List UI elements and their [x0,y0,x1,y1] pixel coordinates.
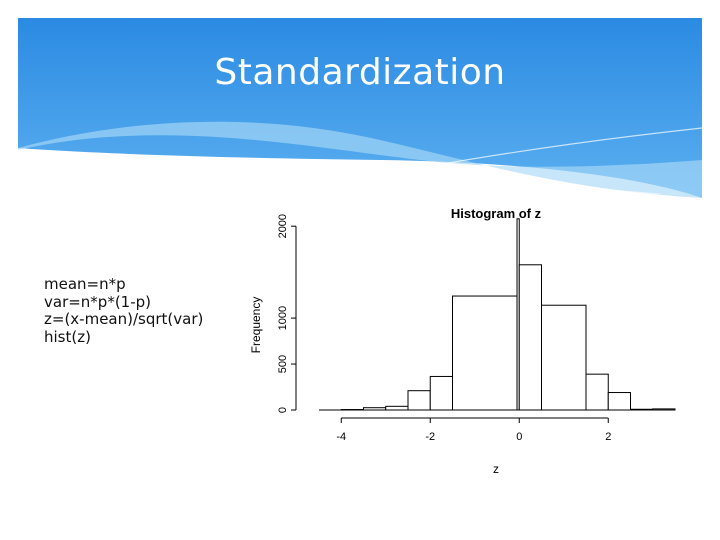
x-tick-label: 2 [605,431,611,443]
x-tick-label: 0 [516,431,522,443]
histogram-bar [385,405,409,411]
code-block: mean=n*p var=n*p*(1-p) z=(x-mean)/sqrt(v… [44,275,204,346]
x-tick-label: -4 [336,431,346,443]
y-tick-label: 2000 [277,214,289,238]
code-line: mean=n*p [44,275,126,293]
header-wave-line [379,161,661,195]
x-axis-label: z [493,462,499,476]
header-wave [18,121,702,198]
histogram-bar [541,304,587,411]
code-line: var=n*p*(1-p) [44,292,152,311]
histogram-bar [452,295,518,411]
y-tick-label: 0 [277,407,289,413]
histogram-chart: Histogram of z Frequency z -4 -2 0 2 0 500 100… [249,206,676,476]
histogram-bar [607,392,631,411]
histogram-bar [518,264,542,411]
y-tick-label: 500 [277,355,289,373]
code-line: z=(x-mean)/sqrt(var) [44,310,204,328]
y-axis-label: Frequency [249,297,263,354]
x-tick-label: -2 [425,431,435,443]
chart-title: Histogram of z [451,206,542,221]
header-wave-line [419,127,703,169]
histogram-bar [585,373,609,411]
header-background [18,18,702,198]
y-tick-label: 1000 [277,306,289,330]
plot-area: -4 -2 0 2 0 500 1000 2000 [277,214,676,443]
header-banner [18,18,703,198]
slide-title: Standardization [214,52,506,93]
histogram-bar [407,390,431,411]
histogram-bar [429,375,453,411]
code-line: hist(z) [44,327,91,346]
